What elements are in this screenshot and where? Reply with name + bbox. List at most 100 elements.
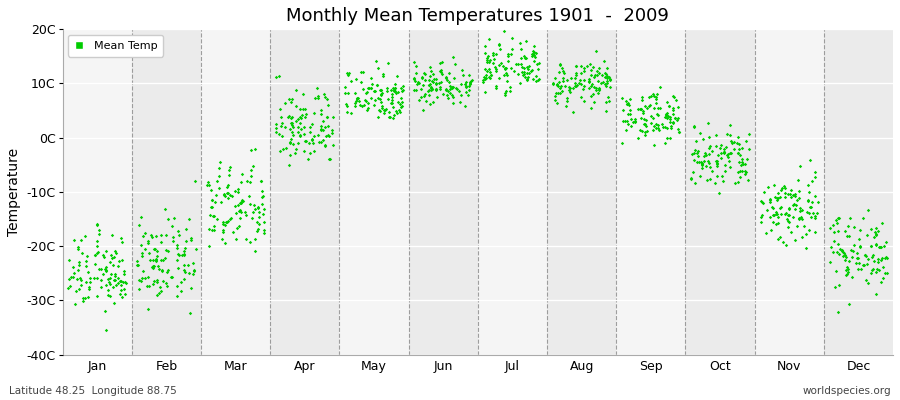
- Point: [176, 267, 191, 273]
- Point: [221, 182, 236, 188]
- Point: [874, 254, 888, 261]
- Point: [519, 38, 534, 44]
- Point: [218, 193, 232, 200]
- Point: [388, 85, 402, 91]
- Point: [783, 229, 797, 235]
- Point: [701, 120, 716, 126]
- Point: [417, 70, 431, 76]
- Point: [601, 94, 616, 100]
- Point: [156, 256, 170, 263]
- Point: [670, 117, 684, 124]
- Point: [206, 226, 220, 233]
- Point: [283, 140, 297, 146]
- Point: [619, 127, 634, 133]
- Point: [662, 103, 677, 109]
- Point: [498, 90, 512, 97]
- Point: [838, 257, 852, 263]
- Point: [232, 200, 247, 207]
- Point: [691, 148, 706, 154]
- Point: [86, 275, 101, 281]
- Point: [432, 85, 446, 92]
- Point: [389, 90, 403, 96]
- Point: [274, 114, 289, 120]
- Point: [103, 279, 117, 286]
- Point: [176, 251, 191, 258]
- Point: [392, 107, 406, 114]
- Point: [845, 253, 859, 260]
- Point: [652, 105, 667, 111]
- Point: [770, 211, 784, 217]
- Point: [874, 279, 888, 285]
- Point: [582, 61, 597, 67]
- Point: [141, 282, 156, 289]
- Point: [297, 130, 311, 137]
- Point: [497, 27, 511, 34]
- Point: [712, 190, 726, 196]
- Point: [239, 236, 254, 242]
- Point: [382, 114, 396, 120]
- Point: [864, 243, 878, 250]
- Point: [634, 128, 649, 134]
- Point: [221, 190, 236, 196]
- Point: [702, 150, 716, 157]
- Point: [788, 192, 802, 199]
- Point: [415, 74, 429, 80]
- Point: [322, 156, 337, 162]
- Point: [764, 227, 778, 234]
- Point: [348, 103, 363, 110]
- Point: [161, 216, 176, 222]
- Point: [303, 150, 318, 157]
- Point: [663, 135, 678, 141]
- Point: [374, 99, 389, 106]
- Point: [668, 115, 682, 122]
- Point: [220, 195, 235, 202]
- Point: [130, 258, 144, 264]
- Point: [773, 194, 788, 200]
- Point: [487, 56, 501, 62]
- Point: [445, 84, 459, 90]
- Point: [289, 146, 303, 152]
- Point: [740, 156, 754, 162]
- Point: [375, 102, 390, 109]
- Point: [620, 118, 634, 124]
- Point: [786, 202, 800, 208]
- Point: [424, 68, 438, 74]
- Point: [527, 58, 542, 64]
- Point: [306, 148, 320, 154]
- Point: [220, 190, 235, 196]
- Point: [185, 270, 200, 277]
- Point: [434, 78, 448, 85]
- Point: [136, 233, 150, 240]
- Point: [647, 105, 662, 112]
- Point: [295, 112, 310, 118]
- Point: [529, 73, 544, 79]
- Point: [368, 58, 382, 65]
- Point: [769, 221, 783, 228]
- Point: [83, 275, 97, 282]
- Point: [623, 106, 637, 113]
- Point: [832, 215, 846, 221]
- Point: [695, 161, 709, 167]
- Point: [581, 78, 596, 84]
- Point: [492, 42, 507, 48]
- Point: [171, 251, 185, 257]
- Point: [446, 100, 460, 106]
- Point: [868, 240, 883, 247]
- Point: [847, 224, 861, 230]
- Point: [374, 87, 389, 94]
- Point: [517, 69, 531, 76]
- Point: [778, 210, 793, 216]
- Point: [637, 103, 652, 109]
- Point: [594, 80, 608, 86]
- Point: [418, 77, 432, 83]
- Bar: [409, 29, 478, 354]
- Point: [338, 84, 352, 91]
- Point: [296, 106, 310, 112]
- Point: [117, 270, 131, 277]
- Point: [87, 261, 102, 268]
- Point: [146, 257, 160, 264]
- Point: [830, 249, 844, 255]
- Point: [479, 72, 493, 78]
- Point: [587, 99, 601, 105]
- Point: [349, 98, 364, 104]
